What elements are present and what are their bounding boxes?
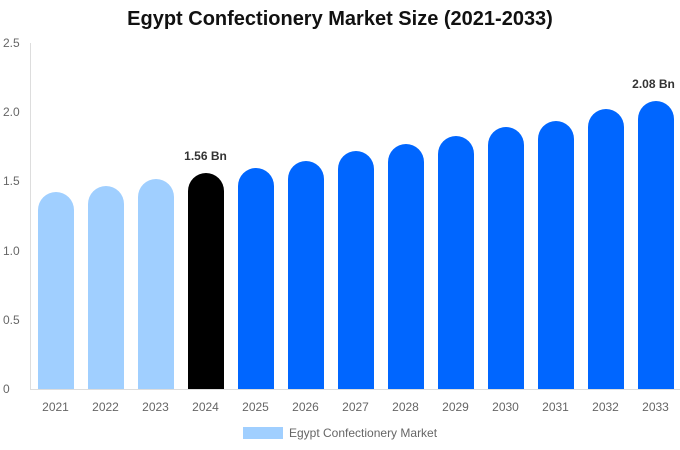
bar-2033[interactable] xyxy=(637,101,674,389)
y-tick-label: 2.5 xyxy=(3,36,20,50)
y-axis-line xyxy=(30,43,31,389)
bar-2024[interactable] xyxy=(187,173,224,389)
bar-2025[interactable] xyxy=(237,167,274,389)
x-axis-line xyxy=(30,389,680,390)
bar-2027[interactable] xyxy=(337,150,374,389)
x-tick-label: 2030 xyxy=(492,400,519,414)
x-tick-label: 2026 xyxy=(292,400,319,414)
bar-2032[interactable] xyxy=(587,109,624,389)
legend-swatch xyxy=(243,427,283,439)
y-tick-label: 1.5 xyxy=(3,174,20,189)
x-tick-label: 2023 xyxy=(142,400,169,414)
bar-2028[interactable] xyxy=(387,144,424,389)
legend[interactable]: Egypt Confectionery Market xyxy=(243,426,437,440)
x-tick-label: 2032 xyxy=(592,400,619,414)
y-tick-label: 0 xyxy=(3,382,10,396)
x-tick-label: 2031 xyxy=(542,400,569,414)
x-tick-label: 2028 xyxy=(392,400,419,414)
x-tick-label: 2027 xyxy=(342,400,369,414)
bar-2023[interactable] xyxy=(137,178,174,389)
y-tick-label: 0.5 xyxy=(3,312,20,327)
x-tick-label: 2021 xyxy=(42,400,69,414)
x-tick-label: 2029 xyxy=(442,400,469,414)
x-tick-label: 2033 xyxy=(642,400,669,414)
plot-area xyxy=(30,43,680,389)
bar-2021[interactable] xyxy=(37,192,74,389)
y-tick-label: 1.0 xyxy=(3,243,20,258)
chart-title: Egypt Confectionery Market Size (2021-20… xyxy=(127,8,553,30)
legend-label: Egypt Confectionery Market xyxy=(289,426,438,440)
x-tick-label: 2024 xyxy=(192,400,219,414)
data-label-2033: 2.08 Bn xyxy=(632,77,675,92)
y-tick-label: 2.0 xyxy=(3,105,20,120)
bar-2031[interactable] xyxy=(537,120,574,389)
bar-2026[interactable] xyxy=(287,160,324,389)
x-tick-label: 2022 xyxy=(92,400,119,414)
bar-2029[interactable] xyxy=(437,135,474,389)
bar-2030[interactable] xyxy=(487,127,524,389)
x-tick-label: 2025 xyxy=(242,400,269,414)
data-label-2024: 1.56 Bn xyxy=(184,149,227,164)
bar-2022[interactable] xyxy=(87,185,124,389)
